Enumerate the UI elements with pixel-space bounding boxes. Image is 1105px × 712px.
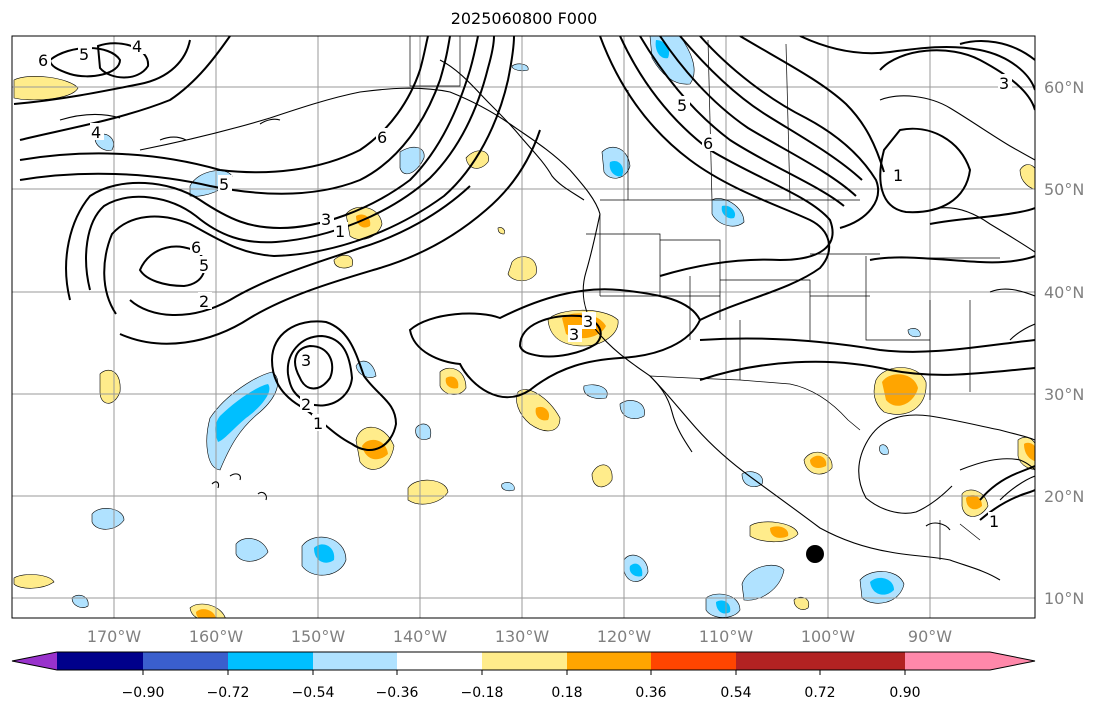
anomaly-shading (13, 36, 1035, 618)
latitude-label: 40°N (1044, 283, 1084, 302)
contour-label: 5 (79, 45, 89, 64)
colorbar-segment (397, 652, 482, 670)
longitude-label: 90°W (908, 627, 952, 646)
colorbar-extend-low (12, 652, 57, 670)
contour-label: 6 (191, 238, 201, 257)
contour-label: 6 (38, 51, 48, 70)
contour-label: 5 (677, 96, 687, 115)
colorbar-tick-label: 0.54 (720, 685, 751, 701)
contour-label: 3 (321, 210, 331, 229)
coastlines (59, 59, 1035, 581)
colorbar-tick-label: −0.18 (461, 685, 504, 701)
colorbar-tick-label: 0.90 (889, 685, 920, 701)
latitude-axis: 60°N 50°N 40°N 30°N 20°N 10°N (1044, 78, 1084, 608)
colorbar-tick-label: −0.36 (376, 685, 419, 701)
colorbar-segment (736, 652, 820, 670)
contour-label: 6 (703, 134, 713, 153)
colorbar-segment (57, 652, 143, 670)
contour-label: 1 (335, 222, 345, 241)
contour-label: 6 (377, 128, 387, 147)
colorbar-segment (143, 652, 228, 670)
contour-label: 1 (893, 166, 903, 185)
longitude-label: 140°W (393, 627, 448, 646)
latitude-label: 10°N (1044, 589, 1084, 608)
colorbar-segment (651, 652, 736, 670)
colorbar-segment (313, 652, 397, 670)
colorbar-segment (820, 652, 905, 670)
storm-center-dot (806, 545, 824, 563)
latitude-label: 50°N (1044, 180, 1084, 199)
contour-label: 2 (199, 292, 209, 311)
colorbar-segment (228, 652, 313, 670)
contour-label: 3 (569, 325, 579, 344)
contour-label: 5 (199, 256, 209, 275)
contour-label: 4 (91, 123, 101, 142)
contour-label: 1 (989, 512, 999, 531)
contour-labels: 6 5 4 4 5 6 3 6 2 5 3 1 3 2 (37, 37, 1012, 531)
colorbar-tick-label: 0.72 (804, 685, 835, 701)
latitude-label: 60°N (1044, 78, 1084, 97)
contour-label: 3 (301, 351, 311, 370)
graticule (12, 36, 1035, 618)
colorbar-tick-label: −0.72 (207, 685, 250, 701)
colorbar-tick-label: −0.54 (292, 685, 335, 701)
colorbar-segment (567, 652, 651, 670)
longitude-label: 100°W (801, 627, 856, 646)
contour-label: 3 (999, 74, 1009, 93)
longitude-label: 160°W (189, 627, 244, 646)
longitude-label: 110°W (699, 627, 754, 646)
contour-label: 4 (132, 37, 142, 56)
colorbar-tick-label: −0.90 (122, 685, 165, 701)
colorbar-tick-label: 0.36 (635, 685, 666, 701)
longitude-label: 120°W (597, 627, 652, 646)
contour-label: 1 (313, 414, 323, 433)
map-frame (11, 35, 1036, 619)
contour-label: 2 (301, 395, 311, 414)
contour-label: 5 (219, 175, 229, 194)
contour-lines (13, 36, 1035, 521)
longitude-label: 150°W (291, 627, 346, 646)
longitude-axis: 170°W 160°W 150°W 140°W 130°W 120°W 110°… (87, 627, 952, 646)
colorbar-segment (482, 652, 567, 670)
latitude-label: 20°N (1044, 487, 1084, 506)
map-title: 2025060800 F000 (450, 9, 598, 28)
colorbar: −0.90 −0.72 −0.54 −0.36 −0.18 0.18 0.36 … (11, 651, 1036, 701)
longitude-label: 170°W (87, 627, 142, 646)
colorbar-tick-label: 0.18 (551, 685, 582, 701)
map-panel (12, 36, 1035, 618)
contour-label: 3 (583, 312, 593, 331)
latitude-label: 30°N (1044, 385, 1084, 404)
longitude-label: 130°W (495, 627, 550, 646)
colorbar-extend-high (905, 652, 1035, 670)
